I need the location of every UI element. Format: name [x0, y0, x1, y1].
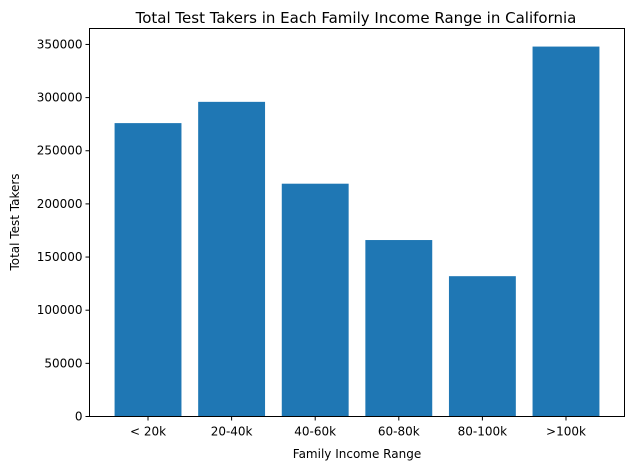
- x-tick-label: 60-80k: [378, 425, 420, 439]
- x-tick-label: < 20k: [130, 425, 166, 439]
- bar-3: [365, 240, 433, 417]
- x-axis-label: Family Income Range: [293, 447, 421, 461]
- x-axis: < 20k 20-40k 40-60k 60-80k 80-100k >100k: [130, 416, 586, 439]
- x-tick-label: 80-100k: [458, 425, 508, 439]
- y-tick-label: 350000: [37, 37, 83, 51]
- chart-title: Total Test Takers in Each Family Income …: [135, 9, 577, 27]
- bar-5: [532, 46, 600, 417]
- y-axis: 0 50000 100000 150000 200000 250000 300000 3500…: [37, 37, 90, 424]
- bars-group: [114, 46, 600, 417]
- bar-2: [281, 183, 349, 417]
- y-tick-label: 150000: [37, 250, 83, 264]
- y-axis-label: Total Test Takers: [8, 173, 22, 271]
- x-tick-label: 20-40k: [211, 425, 253, 439]
- y-tick-label: 300000: [37, 91, 83, 105]
- x-tick-label: 40-60k: [294, 425, 336, 439]
- y-tick-label: 100000: [37, 303, 83, 317]
- x-tick-label: >100k: [546, 425, 586, 439]
- plot-frame: [89, 28, 625, 417]
- y-tick-label: 250000: [37, 144, 83, 158]
- bar-0: [114, 123, 182, 417]
- y-tick-label: 0: [75, 410, 83, 424]
- bar-1: [198, 101, 266, 417]
- y-tick-label: 200000: [37, 197, 83, 211]
- y-tick-label: 50000: [44, 356, 82, 370]
- bar-4: [448, 276, 516, 417]
